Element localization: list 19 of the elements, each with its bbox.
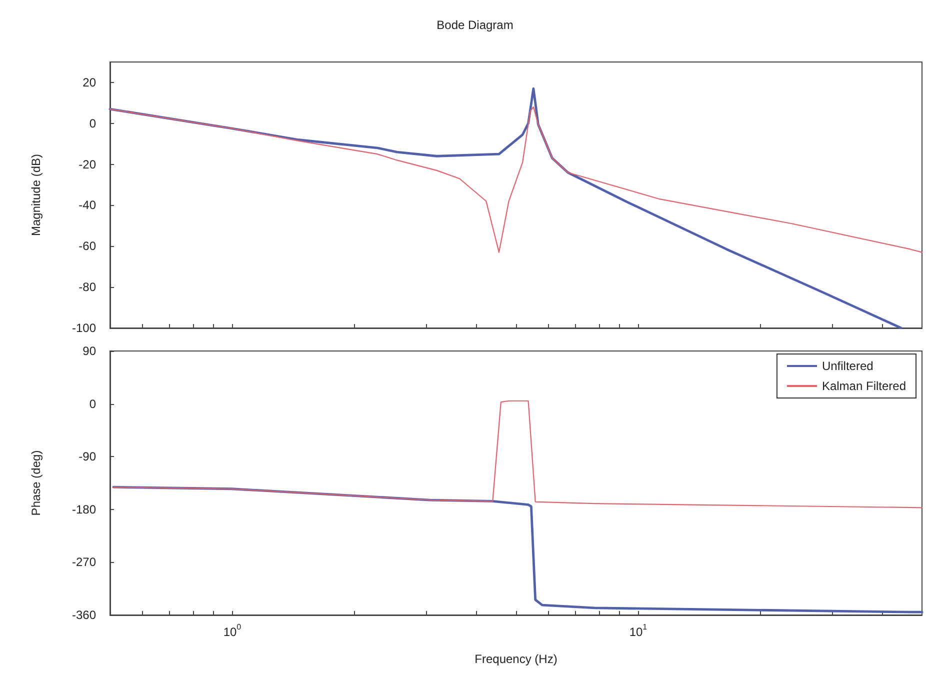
- y-tick-label: 90: [82, 344, 96, 358]
- y-tick-label: -100: [72, 321, 96, 335]
- legend-label: Kalman Filtered: [822, 379, 906, 393]
- y-tick-label: -360: [72, 608, 96, 622]
- y-axis-title: Magnitude (dB): [29, 154, 43, 236]
- legend-label: Unfiltered: [822, 359, 874, 373]
- chart-title: Bode Diagram: [436, 18, 514, 32]
- y-tick-label: 0: [89, 396, 96, 411]
- y-tick-label: -270: [72, 555, 96, 570]
- y-tick-label: -90: [78, 450, 96, 464]
- y-tick-label: -60: [78, 239, 96, 254]
- x-axis-title: Frequency (Hz): [474, 652, 558, 666]
- y-tick-label: -180: [72, 502, 96, 516]
- y-axis-title: Phase (deg): [29, 450, 43, 516]
- y-tick-label: -80: [78, 280, 96, 294]
- y-tick-label: -40: [78, 198, 96, 212]
- y-tick-label: 0: [89, 116, 96, 130]
- y-tick-label: 20: [82, 75, 96, 90]
- y-tick-label: -20: [78, 157, 96, 172]
